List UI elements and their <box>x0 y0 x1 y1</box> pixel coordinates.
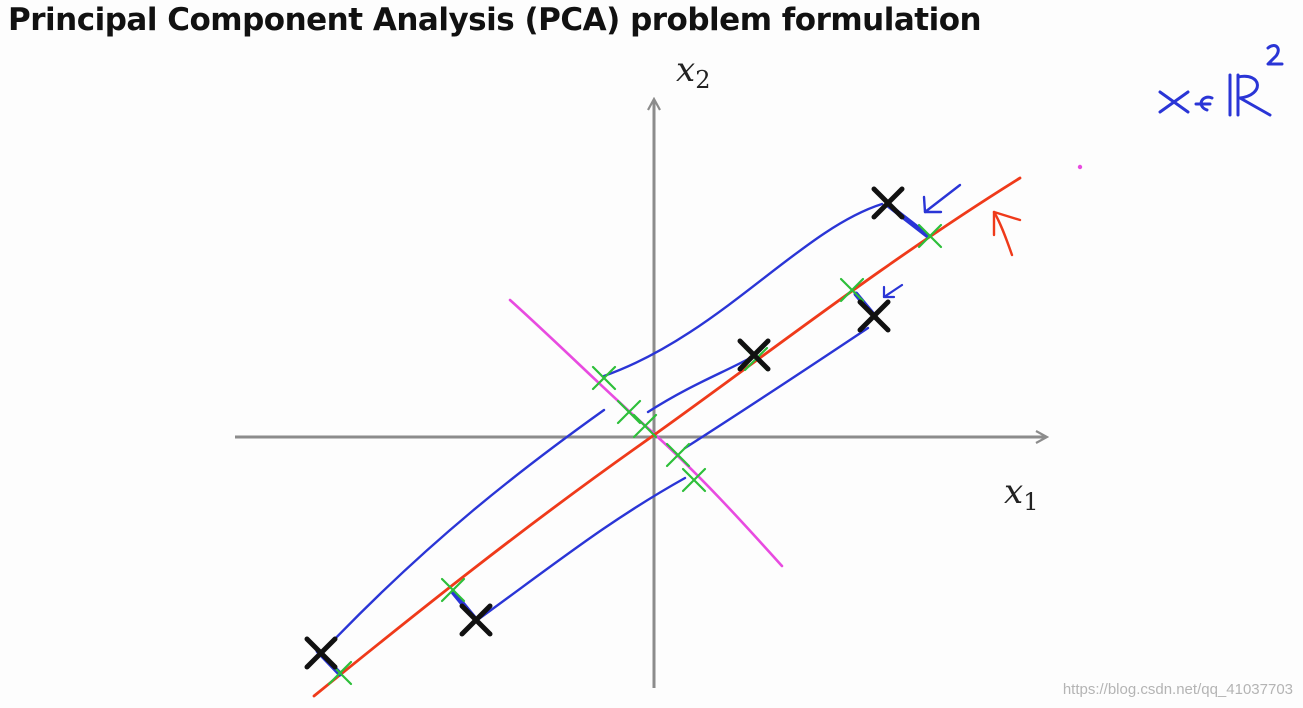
x1-sub: 1 <box>1023 488 1039 516</box>
arrow-icon <box>992 210 1022 257</box>
x-mark-icon <box>459 603 493 637</box>
green-cross-icon <box>440 577 466 603</box>
x2-axis-label: x2 <box>676 50 710 94</box>
principal-direction-line <box>312 176 1022 698</box>
x-mark-icon <box>871 186 905 220</box>
projection-curve <box>602 202 884 378</box>
projection-curve <box>328 408 606 646</box>
green-cross-icon <box>917 223 943 249</box>
green-cross-icon <box>616 399 642 425</box>
projection-curve <box>683 326 870 450</box>
arrow-icon <box>882 283 904 299</box>
green-cross-icon <box>665 442 691 468</box>
x-mark-icon <box>304 636 338 670</box>
slide-title: Principal Component Analysis (PCA) probl… <box>8 2 982 38</box>
green-cross-icon <box>681 467 707 493</box>
projection-curve <box>646 355 754 414</box>
x-mark-icon <box>737 338 771 372</box>
x2-var: x <box>676 50 696 90</box>
projection-curve <box>474 476 687 623</box>
annotation-x-in-r2 <box>1158 44 1284 117</box>
x2-sub: 2 <box>695 66 711 94</box>
green-cross-icon <box>839 277 865 303</box>
x1-var: x <box>1004 472 1024 512</box>
x1-axis-label: x1 <box>1004 472 1038 516</box>
arrow-icon <box>922 183 962 214</box>
watermark: https://blog.csdn.net/qq_41037703 <box>1062 681 1293 698</box>
green-cross-icon <box>591 365 617 391</box>
x-mark-icon <box>857 299 891 333</box>
stray-dot <box>1077 164 1083 170</box>
green-cross-icon <box>632 413 658 439</box>
